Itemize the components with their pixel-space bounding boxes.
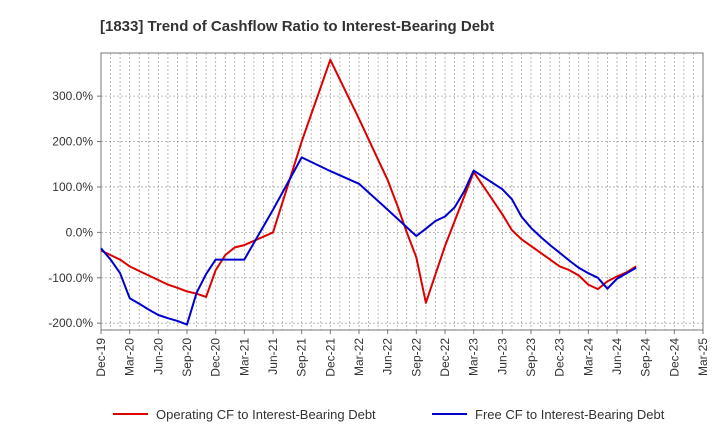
y-tick-label: 200.0% — [52, 135, 93, 149]
y-tick-label: 100.0% — [52, 180, 93, 194]
y-tick-label: -100.0% — [48, 271, 93, 285]
legend-label: Operating CF to Interest-Bearing Debt — [156, 407, 376, 422]
x-tick-label: Dec-20 — [209, 338, 223, 377]
legend-label: Free CF to Interest-Bearing Debt — [475, 407, 665, 422]
operating-cf-line — [100, 58, 637, 304]
x-tick-label: Mar-22 — [352, 338, 366, 376]
y-tick-label: 0.0% — [66, 225, 94, 239]
y-tick-label: -200.0% — [48, 316, 93, 330]
chart-title: [1833] Trend of Cashflow Ratio to Intere… — [100, 18, 494, 35]
x-tick-label: Dec-19 — [94, 338, 108, 377]
x-tick-label: Mar-25 — [696, 338, 710, 376]
grid — [101, 53, 703, 330]
x-tick-label: Dec-22 — [438, 338, 452, 377]
x-tick-label: Jun-21 — [266, 338, 280, 375]
x-tick-label: Jun-20 — [151, 338, 165, 375]
x-tick-label: Mar-23 — [467, 338, 481, 376]
x-tick-label: Sep-23 — [524, 338, 538, 377]
y-tick-label: 300.0% — [52, 89, 93, 103]
x-tick-label: Jun-24 — [610, 338, 624, 375]
x-tick-label: Sep-24 — [639, 338, 653, 377]
x-tick-label: Dec-23 — [553, 338, 567, 377]
free-cf-line — [100, 156, 637, 326]
x-axis: Dec-19 Mar-20 Jun-20 Sep-20 Dec-20 Mar-21 Jun-… — [94, 330, 710, 377]
series — [100, 58, 637, 326]
plot-area — [100, 52, 704, 331]
x-tick-label: Mar-21 — [237, 338, 251, 376]
x-tick-label: Dec-24 — [667, 338, 681, 377]
x-tick-label: Sep-22 — [409, 338, 423, 377]
x-tick-label: Sep-21 — [295, 338, 309, 377]
x-tick-label: Jun-23 — [495, 338, 509, 375]
x-tick-label: Sep-20 — [180, 338, 194, 377]
x-tick-label: Mar-20 — [123, 338, 137, 376]
legend: Operating CF to Interest-Bearing Debt Fre… — [113, 407, 665, 422]
y-axis: 300.0% 200.0% 100.0% 0.0% -100.0% -200.0% — [48, 89, 101, 330]
x-tick-label: Dec-21 — [323, 338, 337, 377]
x-tick-label: Jun-22 — [381, 338, 395, 375]
x-tick-label: Mar-24 — [581, 338, 595, 376]
